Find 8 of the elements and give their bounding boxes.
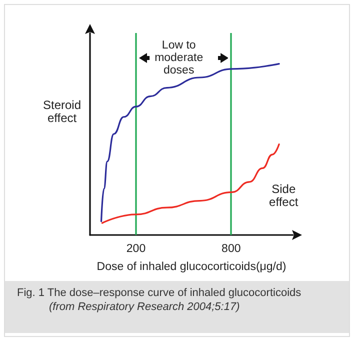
series-label: Side effect (269, 182, 299, 209)
x-tick-label: 200 (126, 243, 146, 255)
x-axis-title: Dose of inhaled glucocorticoids(μg/d) (96, 261, 286, 273)
x-tick-label: 800 (222, 243, 241, 255)
text: (from Respiratory Research 2004;5:17) (48, 300, 241, 314)
text: Fig. 1 The dose–response curve of inhaled glucocorticoids (17, 286, 302, 300)
text: Steroid effect (42, 98, 82, 126)
annotation: Low to moderate doses (154, 39, 204, 76)
